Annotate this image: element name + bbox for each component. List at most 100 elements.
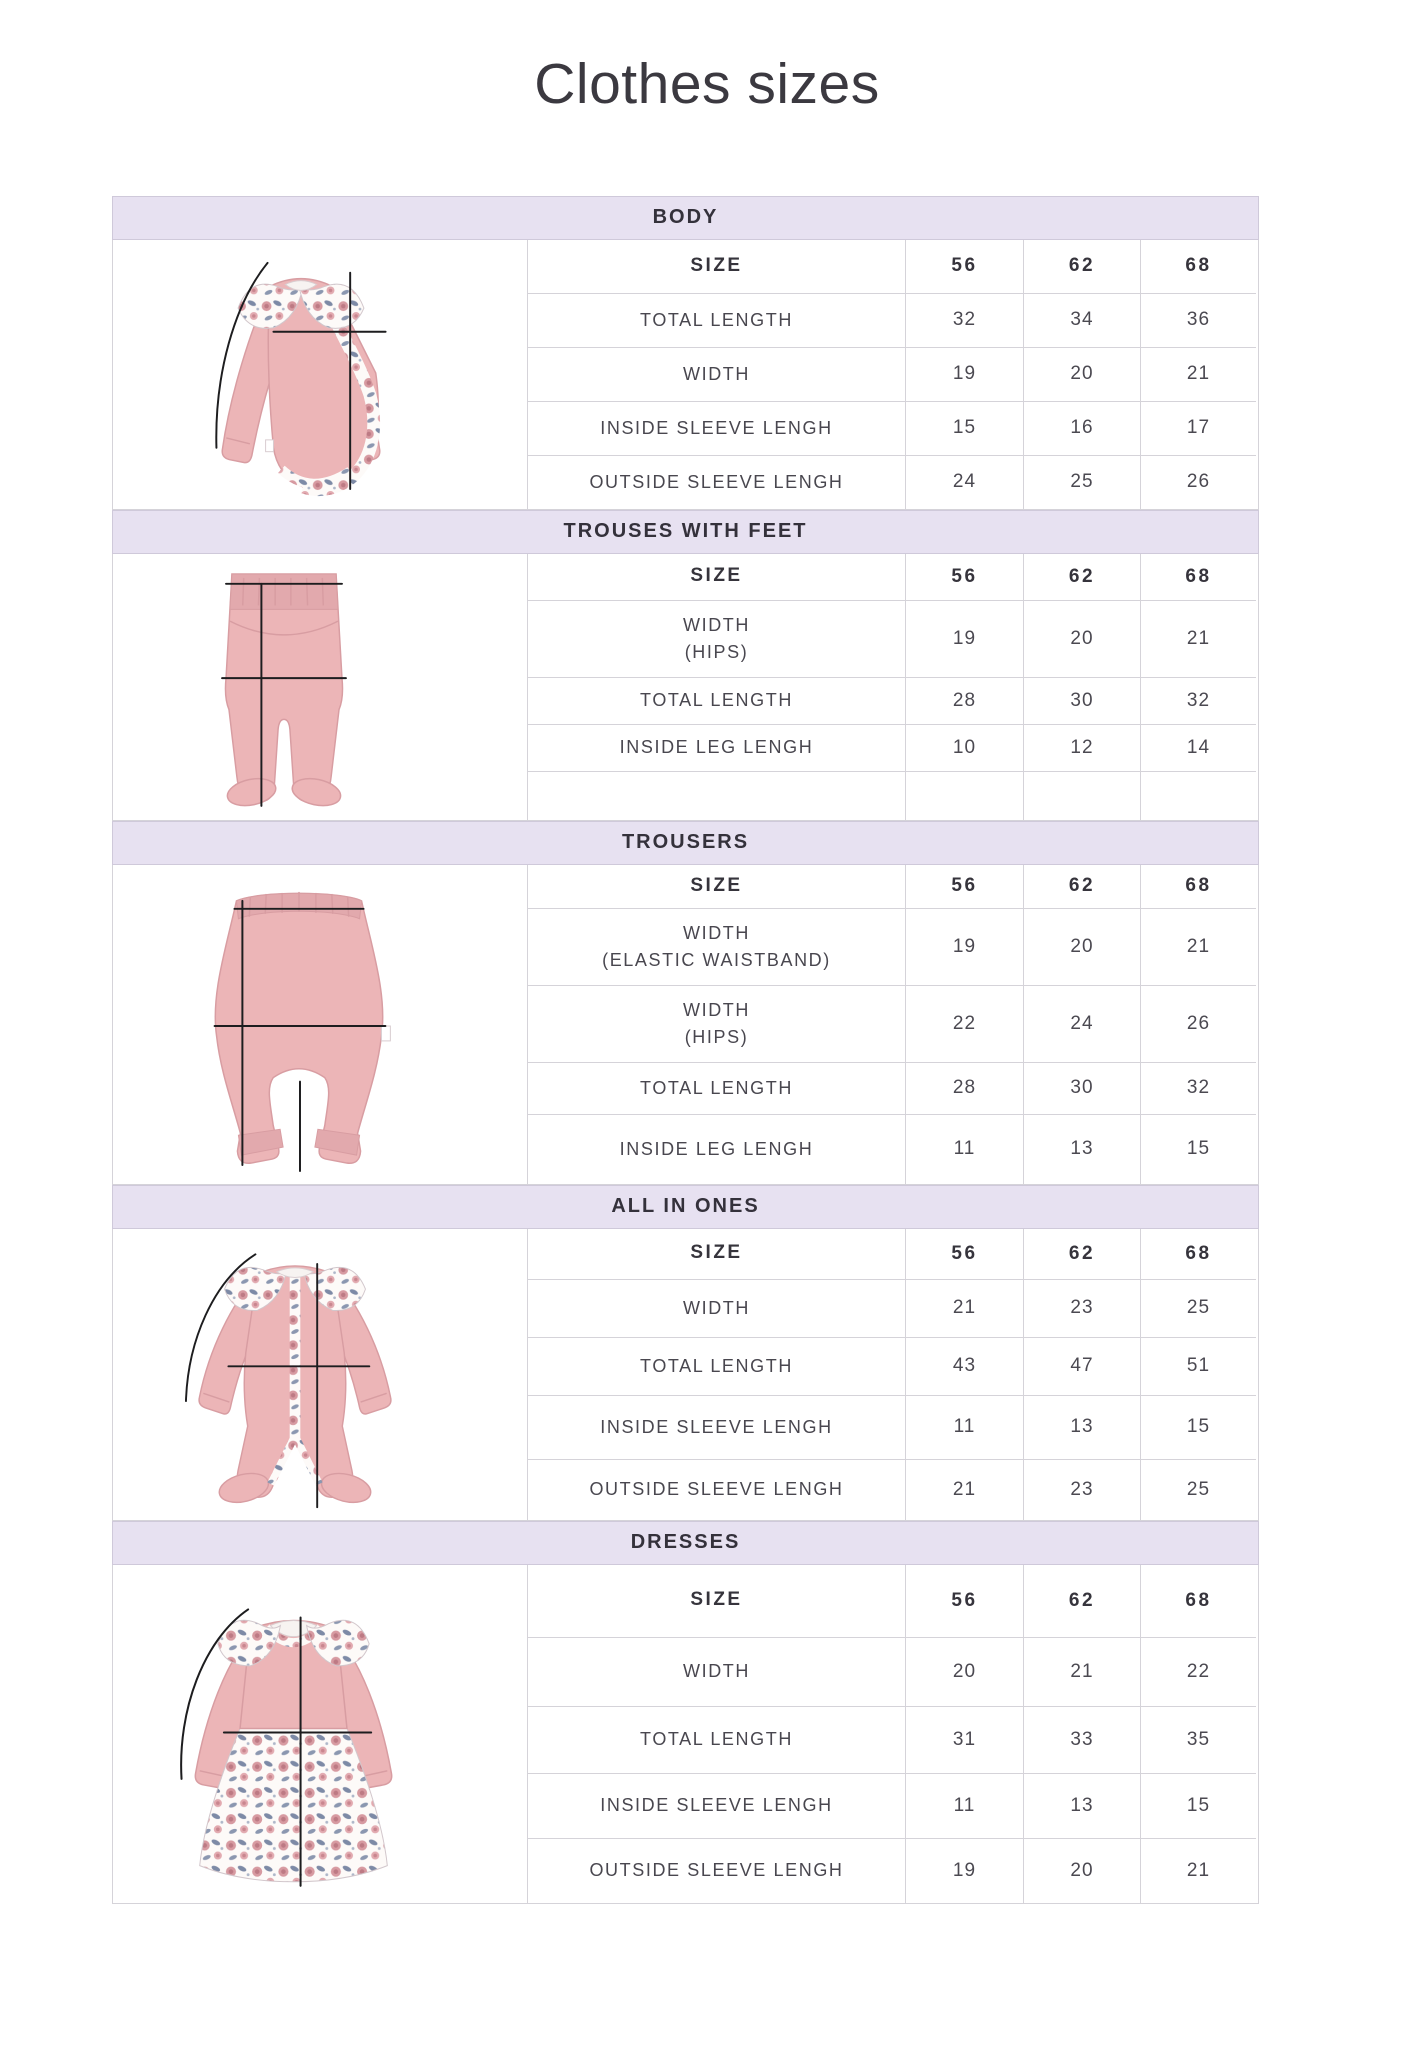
size-table-trousers: SIZE 56 62 68 WIDTH (ELASTIC WAISTBAND) 19 20 21…: [112, 864, 1259, 1185]
size-column-header: 56: [905, 864, 1023, 908]
dress-illustration: [180, 1607, 393, 1887]
measurement-value: 32: [1140, 676, 1256, 724]
measurement-label: TOTAL LENGTH: [527, 1336, 905, 1395]
size-row-label: SIZE: [527, 239, 905, 293]
measurement-value: 15: [905, 400, 1023, 455]
bodysuit-image: [113, 240, 527, 509]
measurement-value: 24: [905, 454, 1023, 509]
measurement-label: WIDTH: [527, 346, 905, 401]
size-row-label: SIZE: [527, 864, 905, 908]
measurement-value: 32: [1140, 1061, 1256, 1114]
section-trousers: TROUSERS SIZE 56 62 68 WIDTH (ELASTIC WAISTBA…: [112, 820, 1259, 1185]
size-column-header: 62: [1023, 1228, 1140, 1279]
measurement-value: 14: [1140, 723, 1256, 771]
measurement-value: 19: [905, 346, 1023, 401]
size-column-header: 62: [1023, 239, 1140, 293]
measurement-value: 47: [1023, 1336, 1140, 1395]
section-dresses: DRESSES SIZE 56 62 68 WIDTH 20 21 22 TOTAL LENGT…: [112, 1520, 1259, 1904]
measurement-value: 16: [1023, 400, 1140, 455]
measurement-value: 28: [905, 676, 1023, 724]
measurement-label: OUTSIDE SLEEVE LENGH: [527, 1837, 905, 1903]
footed-trousers-illustration: [221, 572, 347, 807]
size-column-header: 68: [1140, 239, 1256, 293]
measurement-value: 11: [905, 1394, 1023, 1459]
measurement-value: 26: [1140, 984, 1256, 1062]
measurement-value: 21: [905, 1458, 1023, 1520]
all-in-one-illustration: [184, 1252, 392, 1508]
size-table-trouses-with-feet: SIZE 56 62 68 WIDTH (HIPS) 19 20 21 TOTAL LENGTH 2…: [112, 553, 1259, 821]
measurement-value: 21: [1023, 1636, 1140, 1706]
measurement-value: 20: [905, 1636, 1023, 1706]
measurement-label: INSIDE SLEEVE LENGH: [527, 1394, 905, 1459]
empty-cell: [527, 770, 905, 820]
size-row-label: SIZE: [527, 1564, 905, 1637]
measurement-value: 11: [905, 1772, 1023, 1838]
measurement-label: WIDTH (HIPS): [527, 984, 905, 1062]
size-column-header: 56: [905, 239, 1023, 293]
measurement-value: 12: [1023, 723, 1140, 771]
trousers-illustration: [213, 891, 391, 1172]
measurement-value: 21: [1140, 346, 1256, 401]
section-title-body: BODY: [112, 195, 1259, 240]
trousers-image: [113, 865, 527, 1184]
size-table-dresses: SIZE 56 62 68 WIDTH 20 21 22 TOTAL LENGTH 31 33 35 I…: [112, 1564, 1259, 1904]
measurement-value: 13: [1023, 1113, 1140, 1184]
empty-cell: [1023, 770, 1140, 820]
measurement-value: 15: [1140, 1772, 1256, 1838]
size-table-all-in-ones: SIZE 56 62 68 WIDTH 21 23 25 TOTAL LENGTH 43 47 51 I…: [112, 1228, 1259, 1521]
measurement-value: 22: [1140, 1636, 1256, 1706]
measurement-value: 19: [905, 599, 1023, 677]
section-title-trousers: TROUSERS: [112, 820, 1259, 865]
measurement-label: TOTAL LENGTH: [527, 1061, 905, 1114]
measurement-value: 21: [1140, 907, 1256, 985]
measurement-value: 19: [905, 907, 1023, 985]
footed-trousers-image: [113, 554, 527, 820]
measurement-value: 13: [1023, 1394, 1140, 1459]
measurement-label: INSIDE SLEEVE LENGH: [527, 1772, 905, 1838]
measurement-value: 15: [1140, 1394, 1256, 1459]
size-column-header: 56: [905, 553, 1023, 600]
measurement-value: 43: [905, 1336, 1023, 1395]
section-title-all-in-ones: ALL IN ONES: [112, 1184, 1259, 1229]
measurement-value: 23: [1023, 1278, 1140, 1337]
size-column-header: 68: [1140, 553, 1256, 600]
measurement-value: 24: [1023, 984, 1140, 1062]
measurement-value: 28: [905, 1061, 1023, 1114]
size-table-body: SIZE 56 62 68 TOTAL LENGTH 32 34 36 WIDTH 19 20 21 I…: [112, 239, 1259, 510]
measurement-label: WIDTH: [527, 1278, 905, 1337]
size-row-label: SIZE: [527, 1228, 905, 1279]
measurement-value: 30: [1023, 1061, 1140, 1114]
measurement-label: OUTSIDE SLEEVE LENGH: [527, 1458, 905, 1520]
dress-image: [113, 1565, 527, 1903]
measurement-value: 20: [1023, 346, 1140, 401]
size-column-header: 62: [1023, 553, 1140, 600]
measurement-label: TOTAL LENGTH: [527, 1705, 905, 1773]
section-body: BODY SIZE 56 62 68 TOTAL LENGTH 32 34 36 WIDTH 19…: [112, 195, 1259, 510]
section-title-trouses-with-feet: TROUSES WITH FEET: [112, 509, 1259, 554]
size-column-header: 68: [1140, 1564, 1256, 1637]
measurement-value: 30: [1023, 676, 1140, 724]
empty-cell: [905, 770, 1023, 820]
size-column-header: 56: [905, 1228, 1023, 1279]
measurement-value: 21: [1140, 1837, 1256, 1903]
size-column-header: 62: [1023, 864, 1140, 908]
measurement-label: WIDTH (HIPS): [527, 599, 905, 677]
sections: BODY SIZE 56 62 68 TOTAL LENGTH 32 34 36 WIDTH 19…: [112, 195, 1259, 1904]
page-title: Clothes sizes: [534, 52, 880, 116]
measurement-label: WIDTH: [527, 1636, 905, 1706]
measurement-label: TOTAL LENGTH: [527, 676, 905, 724]
measurement-value: 23: [1023, 1458, 1140, 1520]
measurement-value: 19: [905, 1837, 1023, 1903]
measurement-label: INSIDE LEG LENGH: [527, 1113, 905, 1184]
measurement-value: 20: [1023, 599, 1140, 677]
all-in-one-image: [113, 1229, 527, 1520]
measurement-label: INSIDE LEG LENGH: [527, 723, 905, 771]
measurement-value: 21: [1140, 599, 1256, 677]
section-all-in-ones: ALL IN ONES SIZE 56 62 68 WIDTH 21 23 25 TOTAL L…: [112, 1184, 1259, 1521]
measurement-value: 26: [1140, 454, 1256, 509]
measurement-value: 22: [905, 984, 1023, 1062]
measurement-value: 35: [1140, 1705, 1256, 1773]
measurement-label: OUTSIDE SLEEVE LENGH: [527, 454, 905, 509]
empty-cell: [1140, 770, 1256, 820]
measurement-value: 31: [905, 1705, 1023, 1773]
